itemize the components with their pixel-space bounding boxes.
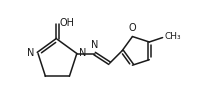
Text: N: N [27,48,35,58]
Text: O: O [129,23,136,33]
Text: N: N [79,48,86,58]
Text: OH: OH [60,18,74,28]
Text: CH₃: CH₃ [164,32,181,41]
Text: N: N [91,40,98,50]
